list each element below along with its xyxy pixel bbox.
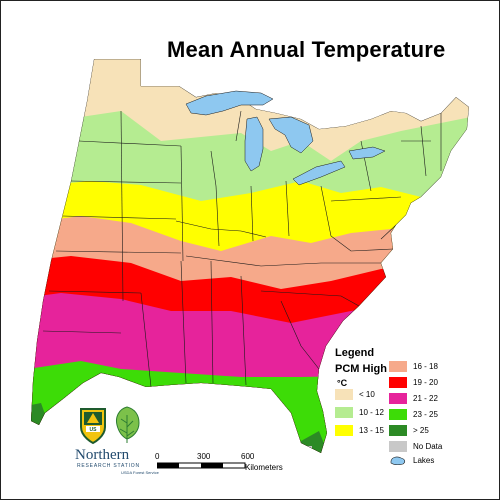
logo-line2: USDA Forest Service [121,470,159,475]
legend-item-19-20: 19 - 20 [389,377,469,389]
legend-swatch [389,441,407,452]
legend-item-21-22: 21 - 22 [389,393,469,405]
legend-item-23-25: 23 - 25 [389,409,469,421]
no-data-patch-north [149,69,155,75]
legend-item-over-25: > 25 [389,425,469,437]
legend-swatch [335,407,353,418]
shield-text: US [90,427,98,433]
scale-bar: 0 300 600 Kilometers [155,452,305,476]
legend-swatch [389,361,407,372]
legend-label: < 10 [359,390,375,399]
lake-swatch-icon [390,456,406,465]
legend-label: No Data [413,442,443,451]
legend-label: > 25 [413,426,429,435]
legend-label: 13 - 15 [359,426,384,435]
legend-title: Legend [335,347,375,359]
scale-tick-600: 600 [241,452,255,461]
legend-subtitle: PCM High [335,363,387,375]
forest-service-shield-icon: US [80,408,106,445]
logo-line1: RESEARCH STATION [77,463,140,469]
map-title: Mean Annual Temperature [167,37,446,62]
lake-superior [185,90,274,116]
legend-item-16-18: 16 - 18 [389,361,469,373]
lake-michigan [244,116,264,172]
legend-label: 23 - 25 [413,410,438,419]
legend-swatch [335,389,353,400]
state-borders [31,59,469,453]
legend-unit: °C [337,378,348,388]
legend-item-under-10: < 10 [335,389,415,401]
legend-swatch [335,425,353,436]
scale-tick-300: 300 [197,452,211,461]
legend-label: Lakes [413,456,435,465]
scale-bar-graphic [157,462,246,469]
great-lakes [185,90,386,186]
lake-erie [292,160,346,186]
legend-label: 16 - 18 [413,362,438,371]
legend-swatch [389,377,407,388]
legend-swatch [389,393,407,404]
legend-item-10-12: 10 - 12 [335,407,415,419]
scale-tick-0: 0 [155,452,160,461]
lake-ontario [348,146,386,160]
legend: Legend PCM High °C < 10 10 - 12 13 - 15 … [335,347,485,465]
legend-swatch [389,425,407,436]
oak-tree-icon [116,406,140,443]
scale-unit: Kilometers [245,463,283,472]
legend-item-no-data: No Data [389,441,469,453]
legend-label: 19 - 20 [413,378,438,387]
northern-research-station-logo: US Northern RESEARCH STATION USDA Forest… [75,403,159,475]
legend-swatch [389,409,407,420]
legend-label: 21 - 22 [413,394,438,403]
legend-label: 10 - 12 [359,408,384,417]
legend-item-13-15: 13 - 15 [335,425,415,437]
legend-item-lakes: Lakes [389,455,469,467]
agency-emblems: US [80,406,140,445]
lake-huron [268,116,314,154]
logo-name: Northern [75,447,130,463]
